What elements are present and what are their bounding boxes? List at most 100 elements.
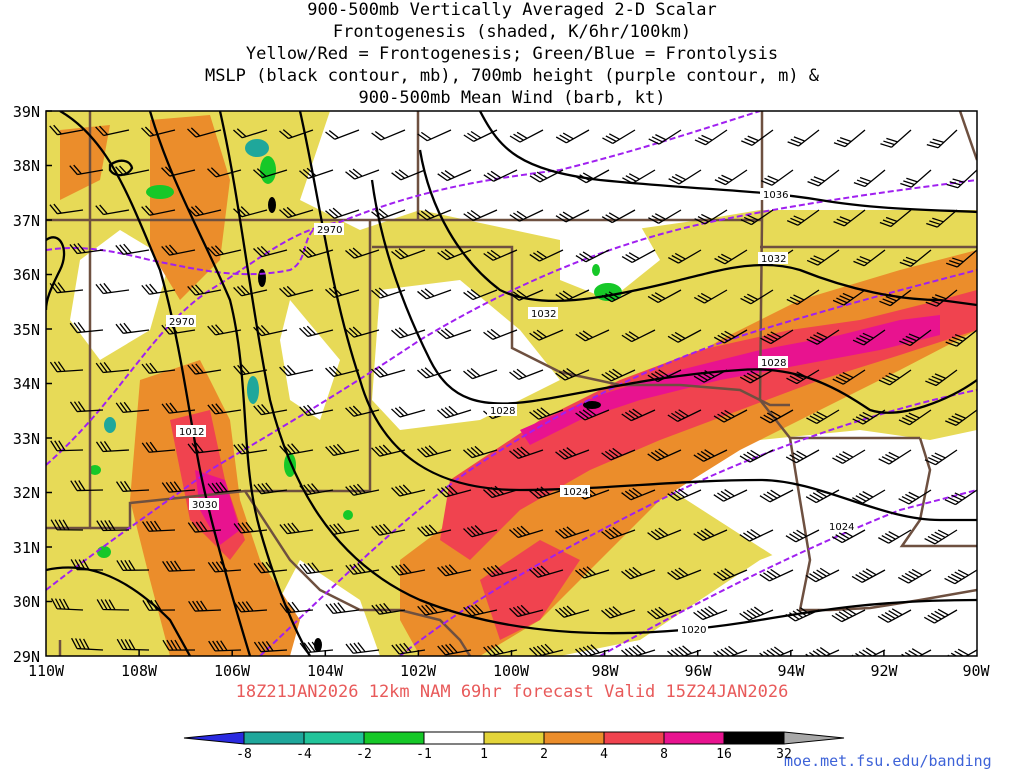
- wind-barb: [714, 169, 748, 186]
- wind-barb: [805, 489, 840, 504]
- wind-barb: [345, 168, 380, 180]
- wind-barb: [852, 409, 886, 425]
- wind-barb: [233, 128, 268, 139]
- wind-barb: [95, 282, 130, 295]
- wind-barb: [925, 369, 958, 387]
- lon-label-96w: 96W: [684, 662, 712, 680]
- wind-barb: [463, 525, 498, 538]
- title-line-2: Frontogenesis (shaded, K/6hr/100km): [332, 22, 692, 42]
- wind-barb: [115, 480, 150, 492]
- wind-barb: [463, 209, 498, 222]
- wind-barb: [207, 167, 242, 178]
- wind-barb: [741, 129, 774, 146]
- wind-barb: [897, 568, 932, 584]
- colorbar-cell-lt-8: [183, 731, 245, 745]
- wind-barb: [50, 598, 84, 611]
- wind-barb: [759, 489, 794, 503]
- wind-barb: [601, 289, 636, 303]
- wind-barb: [325, 443, 360, 457]
- wind-barb: [417, 524, 452, 537]
- wind-barb: [437, 328, 472, 340]
- wind-barb: [115, 243, 150, 255]
- wind-barb: [740, 209, 774, 226]
- wind-barb: [899, 249, 932, 267]
- wind-barb: [555, 447, 590, 460]
- wind-barb: [69, 401, 104, 413]
- wind-barb: [509, 525, 544, 539]
- wind-barb: [805, 567, 840, 583]
- mslp-contour-labels: 1036 1032 1032 1028 1028 1024 1024 1020 …: [176, 188, 856, 636]
- wind-barb: [279, 443, 314, 456]
- wind-barb: [759, 646, 794, 656]
- wind-barb: [946, 169, 977, 189]
- wind-barb: [667, 488, 702, 502]
- colorbar-label-m1: -1: [416, 747, 432, 762]
- wind-barb: [233, 364, 268, 376]
- colorbar-cell-16-32: [723, 731, 785, 745]
- mslp-label-1032-west: 1032: [531, 309, 556, 320]
- wind-barb: [880, 129, 912, 148]
- title-line-3: Yellow/Red = Frontogenesis; Green/Blue =…: [245, 44, 779, 64]
- wind-barb: [923, 608, 958, 624]
- wind-barb: [437, 643, 472, 656]
- mslp-label-1024-east: 1024: [829, 522, 854, 533]
- wind-barb: [648, 209, 682, 224]
- wind-barb: [279, 285, 314, 298]
- wind-barb: [483, 249, 518, 261]
- wind-barb: [345, 326, 380, 338]
- lon-label-92w: 92W: [870, 662, 898, 680]
- wind-barb: [437, 249, 472, 261]
- lon-label-90w: 90W: [962, 662, 990, 680]
- lat-label-31n: 31N: [12, 539, 40, 557]
- wind-barb: [233, 443, 268, 455]
- wind-barb: [253, 640, 288, 653]
- colorbar-label-32: 32: [776, 747, 792, 762]
- wind-barb: [116, 638, 150, 651]
- wind-barb: [647, 448, 682, 462]
- wind-barb: [325, 602, 360, 615]
- wind-barb: [141, 441, 176, 453]
- wind-barb: [325, 365, 360, 377]
- wind-barb: [371, 208, 406, 220]
- wind-barb: [253, 404, 288, 416]
- wind-barb: [483, 485, 518, 499]
- lon-label-102w: 102W: [399, 662, 437, 680]
- wind-barb: [740, 289, 774, 305]
- wind-barb: [345, 405, 380, 417]
- wind-barb: [95, 125, 130, 137]
- wind-barb: [71, 637, 104, 651]
- wind-barb: [529, 643, 564, 656]
- wind-barb: [115, 165, 150, 176]
- lon-label-108w: 108W: [120, 662, 158, 680]
- wind-barb: [555, 129, 590, 144]
- lat-label-33n: 33N: [12, 430, 40, 448]
- wind-barb: [853, 169, 886, 188]
- wind-barb: [187, 521, 222, 533]
- wind-barb: [509, 446, 544, 460]
- wind-barb: [345, 483, 380, 496]
- wind-barb: [371, 287, 406, 299]
- wind-barb: [786, 369, 820, 385]
- wind-barb: [253, 482, 288, 495]
- wind-barb: [96, 599, 130, 611]
- lon-label-98w: 98W: [591, 662, 619, 680]
- wind-barb: [693, 289, 728, 304]
- colorbar-label-2: 2: [540, 747, 548, 762]
- credit-link[interactable]: moe.met.fsu.edu/banding: [784, 752, 992, 770]
- lat-label-37n: 37N: [12, 212, 40, 230]
- wind-barb: [832, 369, 866, 385]
- wind-barb: [187, 363, 222, 375]
- wind-barb: [832, 289, 866, 306]
- colorbar: [183, 731, 845, 745]
- wind-barb: [509, 368, 544, 380]
- wind-barb: [713, 329, 748, 344]
- colorbar-cell-m1-1: [423, 731, 485, 745]
- wind-barb: [233, 285, 268, 297]
- wind-barb: [945, 329, 977, 347]
- lat-label-38n: 38N: [12, 157, 40, 175]
- axis-ticks: [46, 110, 885, 656]
- wind-barb: [233, 206, 268, 218]
- wind-barb: [760, 329, 794, 345]
- wind-barb: [668, 169, 702, 185]
